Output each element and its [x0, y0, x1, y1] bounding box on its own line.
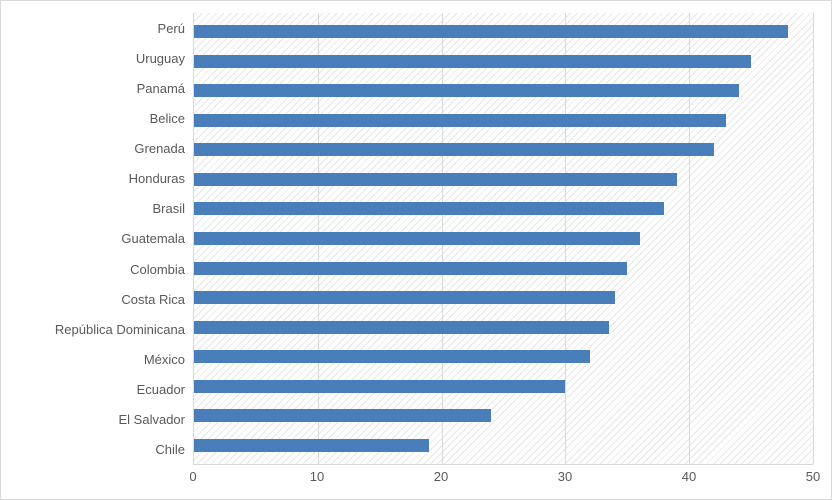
y-label: El Salvador: [119, 413, 185, 426]
chart-container: Perú Uruguay Panamá Belice Grenada Honduras Br…: [0, 0, 832, 500]
y-label: Panamá: [137, 82, 185, 95]
x-tick-label: 30: [558, 469, 572, 484]
bar: [194, 262, 627, 275]
bar: [194, 321, 609, 334]
bar: [194, 439, 429, 452]
plot-row: Perú Uruguay Panamá Belice Grenada Honduras Br…: [13, 13, 813, 465]
bar: [194, 232, 640, 245]
bar: [194, 55, 751, 68]
plot-area: [193, 13, 813, 465]
bar: [194, 291, 615, 304]
y-label: Honduras: [129, 172, 185, 185]
y-label: Guatemala: [121, 232, 185, 245]
bar: [194, 84, 739, 97]
x-tick-label: 0: [189, 469, 196, 484]
bar: [194, 380, 565, 393]
gridline: [813, 13, 814, 464]
x-axis-row: 01020304050: [13, 465, 813, 489]
bar: [194, 350, 590, 363]
x-tick-label: 20: [434, 469, 448, 484]
bars-layer: [194, 13, 813, 464]
bar: [194, 202, 664, 215]
plot-wrapper: Perú Uruguay Panamá Belice Grenada Honduras Br…: [13, 13, 813, 489]
y-label: Chile: [155, 443, 185, 456]
x-tick-label: 50: [806, 469, 820, 484]
y-label: Colombia: [130, 263, 185, 276]
x-axis-labels: 01020304050: [193, 465, 813, 489]
y-label: Belice: [150, 112, 185, 125]
x-axis-spacer: [13, 465, 193, 489]
y-label: Grenada: [134, 142, 185, 155]
bar: [194, 143, 714, 156]
x-tick-label: 40: [682, 469, 696, 484]
bar: [194, 173, 677, 186]
y-label: Ecuador: [137, 383, 185, 396]
y-label: Costa Rica: [121, 293, 185, 306]
y-label: República Dominicana: [55, 323, 185, 336]
x-tick-label: 10: [310, 469, 324, 484]
y-label: México: [144, 353, 185, 366]
bar: [194, 114, 726, 127]
bar: [194, 25, 788, 38]
y-label: Perú: [158, 22, 185, 35]
y-label: Uruguay: [136, 52, 185, 65]
y-label: Brasil: [152, 202, 185, 215]
bar: [194, 409, 491, 422]
y-axis-labels: Perú Uruguay Panamá Belice Grenada Honduras Br…: [13, 13, 193, 465]
